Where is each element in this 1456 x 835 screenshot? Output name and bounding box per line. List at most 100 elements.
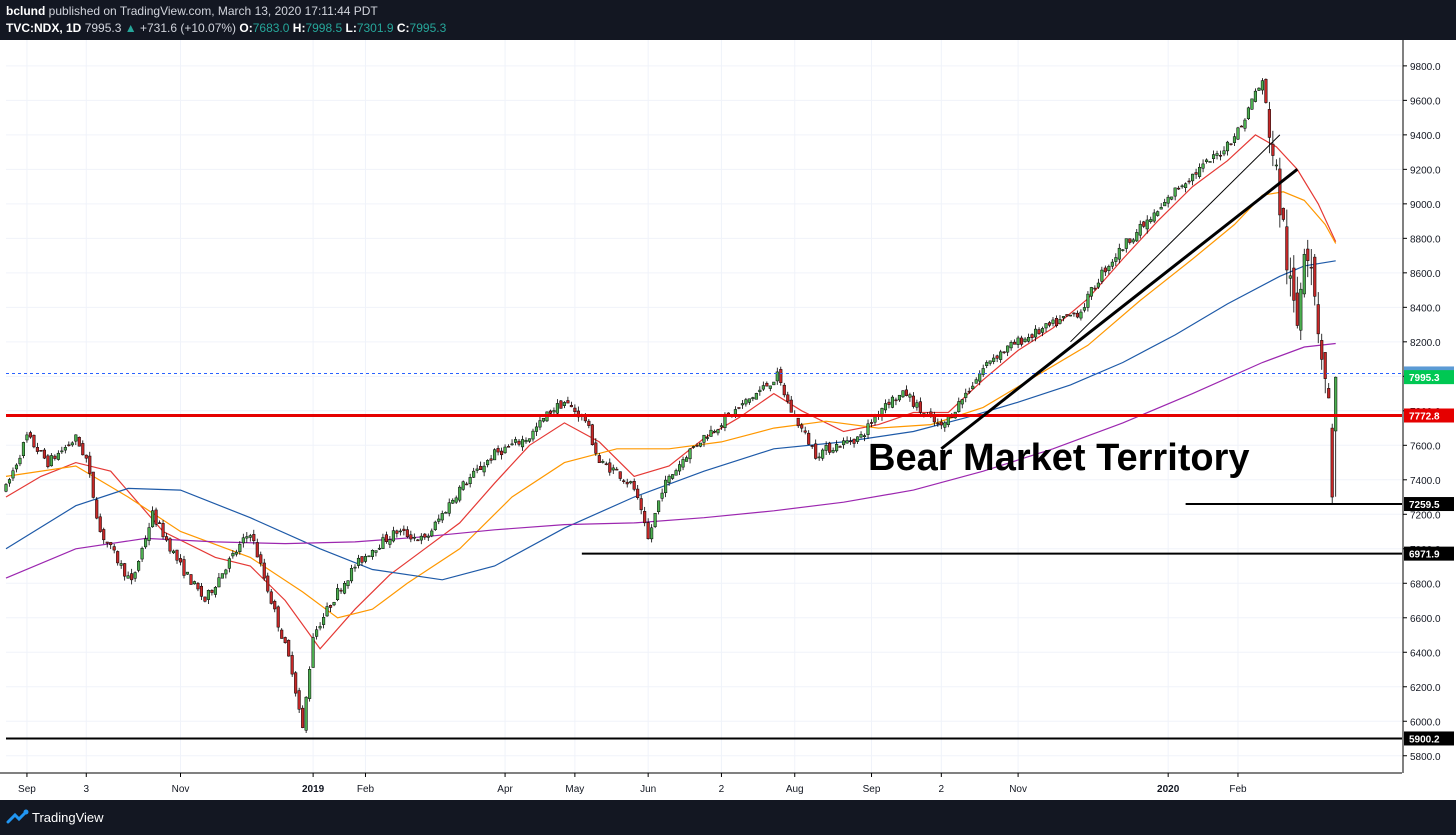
- candle: [430, 528, 434, 538]
- candle: [1117, 243, 1121, 264]
- candle: [758, 386, 762, 396]
- candle-body: [1288, 275, 1292, 279]
- candle: [971, 382, 975, 390]
- candle-body: [377, 547, 381, 550]
- price-tick-label: 7200.0: [1410, 510, 1441, 521]
- candle: [342, 580, 347, 595]
- candle: [507, 444, 511, 448]
- price-tick-label: 5800.0: [1410, 752, 1441, 763]
- candle: [56, 450, 60, 461]
- candle-body: [957, 401, 961, 413]
- candle-body: [1138, 223, 1142, 236]
- candle: [1257, 87, 1261, 91]
- candle: [1040, 326, 1045, 337]
- price-label-bg: [1404, 497, 1454, 512]
- candle: [482, 462, 486, 477]
- candle-body: [1253, 90, 1257, 102]
- price-label-text: 7995.3: [1409, 373, 1440, 384]
- price-label-text: 7259.5: [1409, 500, 1440, 511]
- candle-body: [1034, 328, 1038, 338]
- candle-body: [241, 537, 245, 544]
- candle-body: [985, 362, 989, 366]
- candle-body: [151, 510, 155, 528]
- candle: [4, 483, 8, 493]
- tradingview-brand[interactable]: TradingView: [32, 810, 104, 825]
- candle: [1152, 209, 1156, 224]
- candle-body: [447, 502, 451, 514]
- candle: [1253, 88, 1257, 103]
- price-chart[interactable]: Bear Market Territory 5800.0 6000.0 6200.0…: [0, 40, 1456, 800]
- candle: [1037, 327, 1041, 335]
- candle-body: [1260, 80, 1264, 91]
- candle: [1027, 333, 1031, 343]
- candle-body: [133, 572, 137, 579]
- symbol-label[interactable]: TVC:NDX, 1D: [6, 21, 82, 35]
- candle: [14, 463, 19, 473]
- candle: [943, 420, 947, 432]
- candle: [1274, 159, 1278, 171]
- candle-body: [709, 429, 713, 437]
- close-value: 7995.3: [409, 21, 447, 35]
- candle: [1264, 78, 1268, 104]
- candle: [224, 568, 228, 579]
- price-tick-label: 8200.0: [1410, 338, 1441, 349]
- candle: [39, 449, 43, 452]
- candle: [49, 453, 53, 467]
- candle: [510, 439, 514, 446]
- candle-body: [227, 558, 231, 569]
- candle-body: [594, 442, 598, 454]
- candle: [280, 628, 284, 639]
- candle-body: [1075, 312, 1079, 318]
- candle: [1309, 249, 1313, 286]
- candle: [468, 473, 472, 488]
- candle-body: [1156, 211, 1160, 216]
- chart-area[interactable]: Bear Market Territory 5800.0 6000.0 6200.0…: [0, 40, 1456, 800]
- candle: [894, 397, 898, 406]
- candle: [339, 587, 343, 594]
- candle: [46, 454, 50, 469]
- candle: [238, 541, 242, 555]
- open-value: 7683.0: [252, 21, 290, 35]
- candle-body: [234, 551, 238, 555]
- candle-body: [831, 450, 835, 453]
- candle-body: [1173, 187, 1177, 197]
- candle-body: [388, 539, 392, 545]
- tradingview-logo-icon[interactable]: [6, 809, 30, 825]
- candle-body: [472, 470, 476, 478]
- candle-body: [109, 542, 113, 546]
- candle-body: [220, 573, 224, 579]
- candle: [1121, 249, 1125, 252]
- candle-body: [287, 639, 291, 657]
- candle: [1023, 337, 1027, 343]
- candle: [475, 464, 479, 474]
- moving-average-line: [5, 191, 1337, 619]
- candle-body: [782, 384, 786, 396]
- candle: [1229, 143, 1233, 146]
- candle: [632, 478, 636, 492]
- candle: [866, 419, 870, 439]
- candle: [356, 554, 361, 569]
- candle-body: [873, 416, 877, 423]
- candle: [140, 546, 144, 562]
- candle: [231, 550, 235, 559]
- candle: [11, 467, 15, 482]
- candle: [1086, 291, 1090, 312]
- candle: [112, 543, 116, 554]
- candle: [1145, 215, 1149, 234]
- open-label: O:: [239, 21, 253, 35]
- candle-body: [552, 410, 556, 413]
- candle-body: [67, 444, 71, 447]
- candle: [779, 366, 783, 386]
- candle-body: [1330, 427, 1334, 498]
- candle: [294, 671, 298, 697]
- candle-body: [1096, 282, 1100, 288]
- price-tick-label: 6200.0: [1410, 683, 1441, 694]
- candle: [657, 500, 661, 515]
- time-axis: Sep 3 Nov 2019 Feb Apr May Jun 2 Aug Sep 2 Nov 2020 Fe…: [0, 772, 1456, 800]
- candle-body: [1285, 226, 1289, 271]
- candle-body: [49, 455, 53, 467]
- candle: [133, 571, 137, 582]
- author-name[interactable]: bclund: [6, 4, 46, 18]
- candle: [447, 498, 451, 517]
- candle-body: [356, 557, 361, 566]
